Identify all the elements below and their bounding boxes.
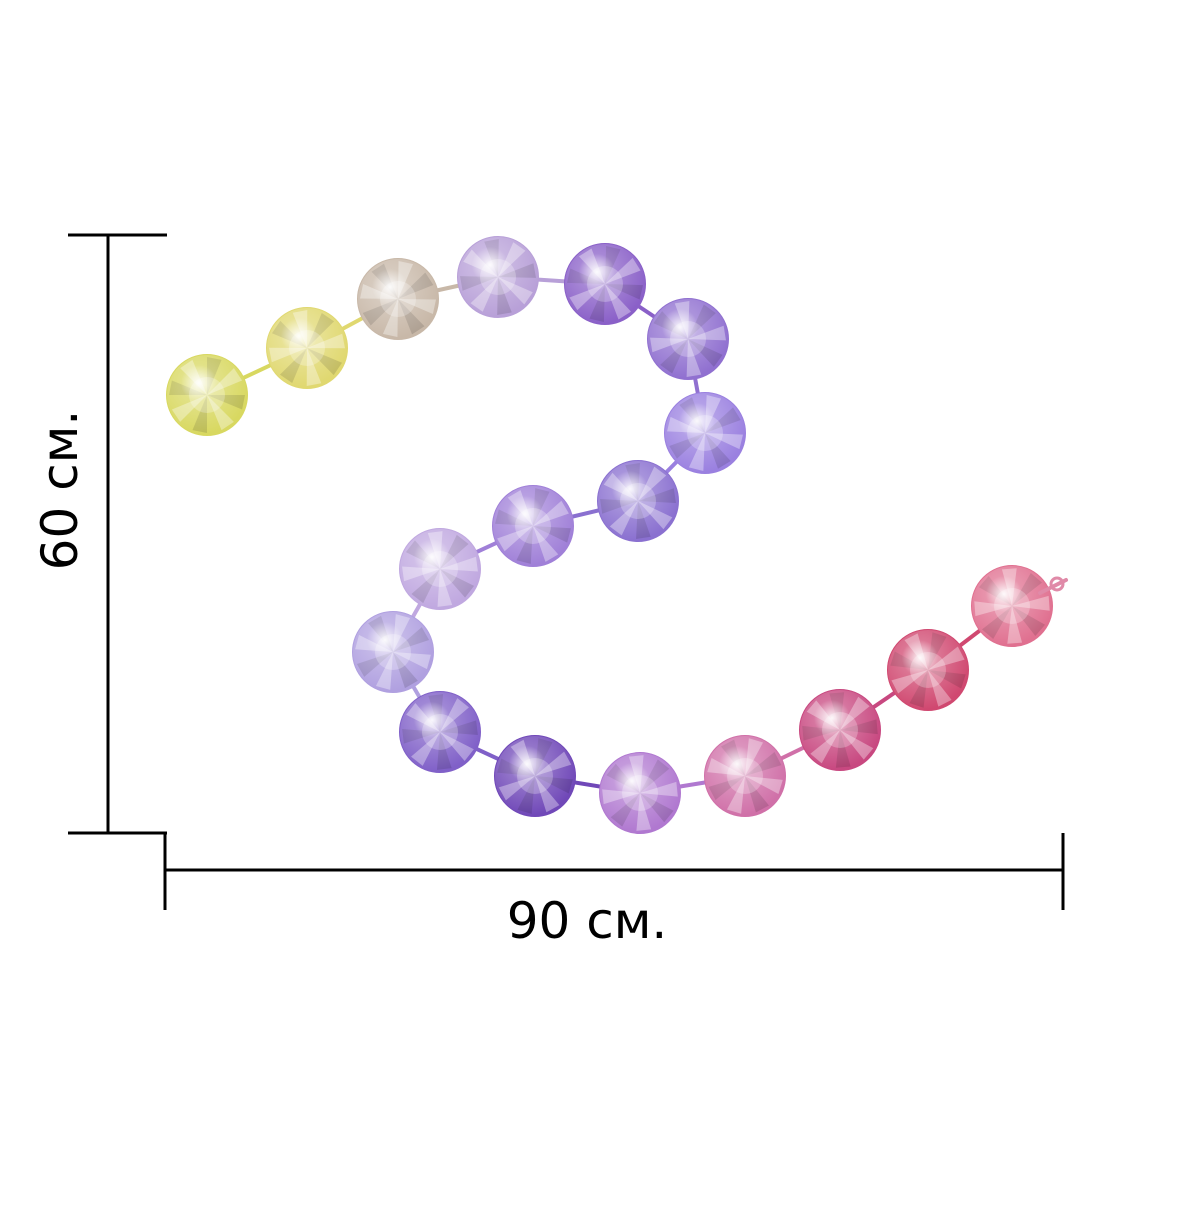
height-label: 60 см.	[31, 409, 89, 571]
crystal-bead	[599, 752, 681, 834]
crystal-bead	[647, 298, 729, 380]
crystal-bead	[564, 243, 646, 325]
crystal-bead	[971, 565, 1053, 647]
crystal-bead	[597, 460, 679, 542]
garland-beads	[166, 236, 1053, 834]
garland-end-ring	[1049, 576, 1065, 592]
width-dimension-line	[163, 833, 1065, 910]
crystal-bead	[357, 258, 439, 340]
crystal-bead	[352, 611, 434, 693]
crystal-bead	[399, 528, 481, 610]
crystal-bead	[166, 354, 248, 436]
crystal-bead	[266, 307, 348, 389]
crystal-bead	[887, 629, 969, 711]
crystal-bead	[799, 689, 881, 771]
crystal-bead	[664, 392, 746, 474]
crystal-bead	[704, 735, 786, 817]
crystal-bead	[399, 691, 481, 773]
height-dimension-line	[68, 233, 167, 835]
crystal-bead	[492, 485, 574, 567]
crystal-bead	[457, 236, 539, 318]
crystal-bead	[494, 735, 576, 817]
width-label: 90 см.	[506, 892, 668, 950]
